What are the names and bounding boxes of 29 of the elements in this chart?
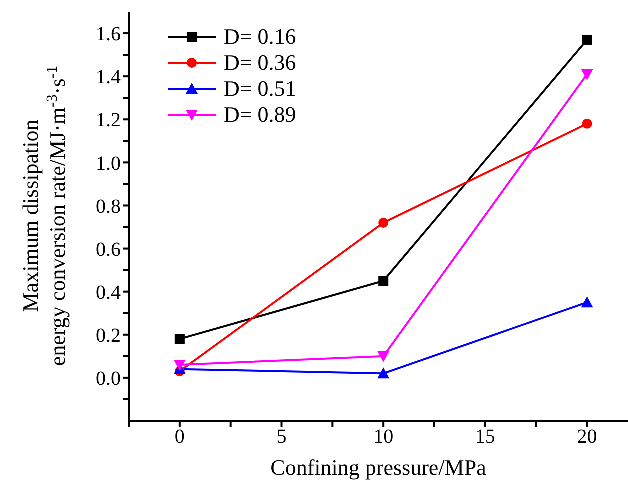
- point: [581, 296, 594, 308]
- y-tick-label: 1.0: [96, 152, 121, 175]
- x-tick-label: 15: [475, 426, 496, 448]
- point: [378, 368, 390, 379]
- y-tick-label: 1.6: [96, 24, 121, 46]
- x-tick-label: 5: [276, 426, 287, 448]
- y-tick-label: 0.2: [96, 324, 121, 347]
- x-tick-label: 20: [577, 426, 598, 448]
- point: [378, 218, 389, 228]
- legend-label: D= 0.36: [224, 50, 296, 76]
- y-tick-label: 0.8: [96, 196, 121, 218]
- legend-label: D= 0.89: [224, 102, 296, 128]
- y-tick-label: 1.4: [96, 66, 121, 89]
- y-tick-label: 1.2: [96, 110, 121, 132]
- point: [378, 351, 390, 362]
- legend-label: D= 0.51: [224, 76, 296, 102]
- legend-label: D= 0.16: [224, 24, 296, 50]
- point: [582, 34, 592, 45]
- x-axis-title: Confining pressure/MPa: [270, 455, 487, 480]
- point: [174, 334, 185, 344]
- point: [581, 69, 594, 80]
- y-tick-label: 0.4: [96, 282, 121, 304]
- x-tick-label: 0: [174, 426, 185, 448]
- point: [582, 118, 592, 129]
- y-tick-label: 0.6: [96, 238, 121, 261]
- point: [174, 360, 186, 372]
- y-tick-label: 0.0: [96, 368, 121, 390]
- x-tick-label: 10: [374, 426, 394, 448]
- point: [378, 276, 389, 286]
